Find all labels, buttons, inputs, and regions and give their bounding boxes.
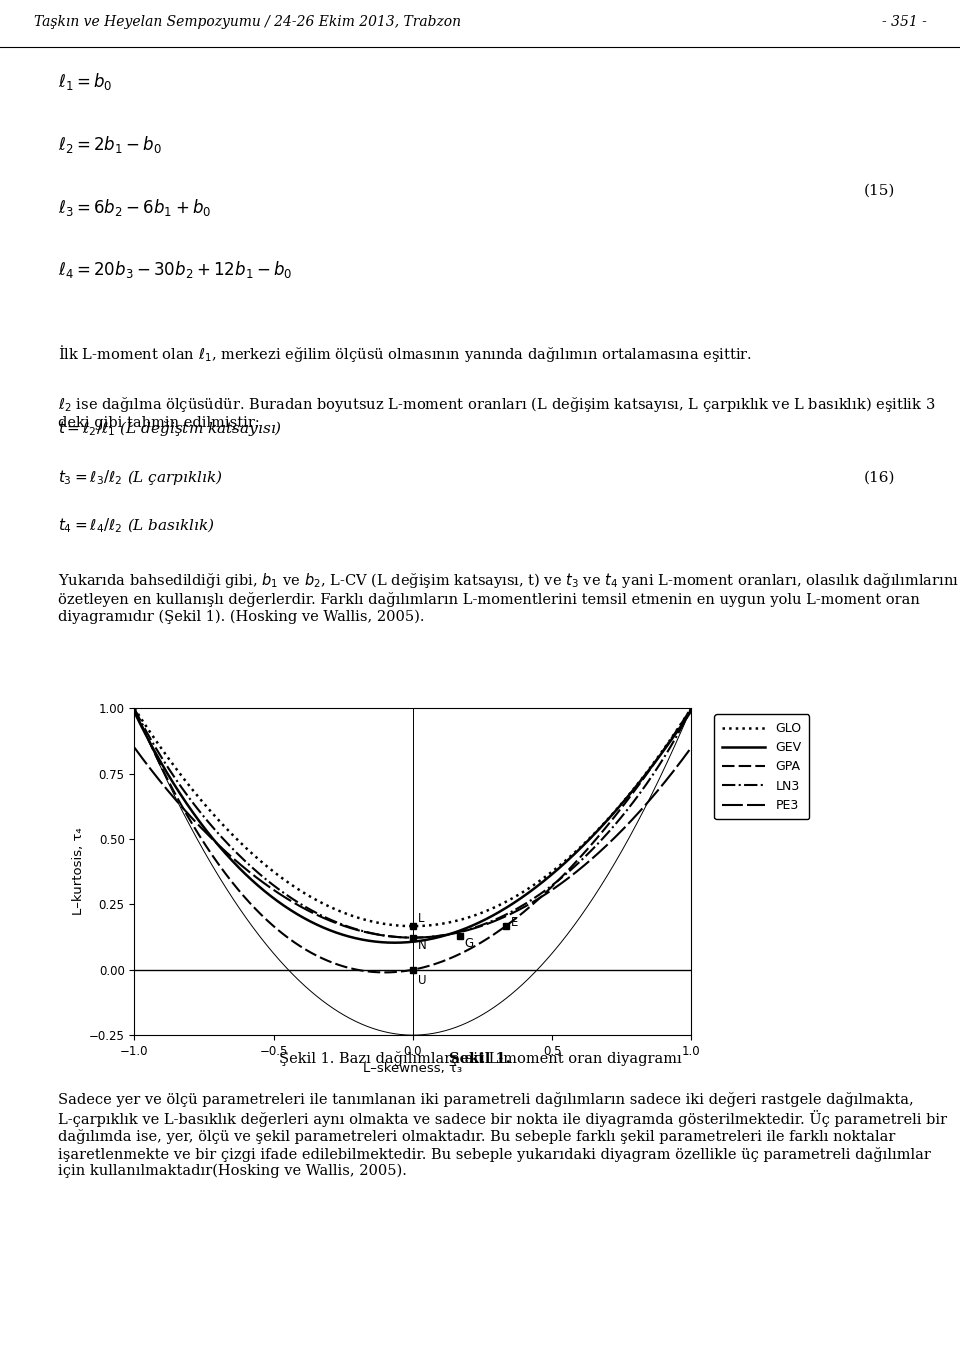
GEV [685,703,697,719]
PE3 [501,907,513,923]
Text: (15): (15) [864,184,896,197]
Text: Şekil 1. Bazı dağılımlara ait L-moment oran diyagramı: Şekil 1. Bazı dağılımlara ait L-moment o… [278,1051,682,1066]
GPA [381,964,393,981]
LN3 [272,880,283,896]
Text: Şekil 1.: Şekil 1. [449,1051,511,1066]
LN3 [407,929,419,945]
LN3 [685,700,697,716]
Line: GPA: GPA [134,708,691,972]
Y-axis label: L–kurtosis, τ₄: L–kurtosis, τ₄ [72,828,84,915]
GLO [380,917,392,933]
GLO [407,918,419,934]
PE3 [407,929,419,945]
Line: GLO: GLO [134,708,691,926]
LN3 [549,876,561,892]
GPA [378,964,390,981]
PE3 [228,850,239,866]
GEV [389,934,400,951]
Text: - 351 -: - 351 - [881,15,926,30]
Line: GEV: GEV [134,711,691,943]
PE3 [380,928,392,944]
PE3 [272,884,283,900]
PE3 [129,740,140,756]
GPA [685,700,697,716]
GEV [380,934,392,951]
GLO [501,893,513,910]
Text: $\ell_2 = 2b_1 - b_0$: $\ell_2 = 2b_1 - b_0$ [58,133,161,155]
Text: $\ell_1 = b_0$: $\ell_1 = b_0$ [58,71,112,93]
Text: $\ell_4 = 20b_3 - 30b_2 + 12b_1 - b_0$: $\ell_4 = 20b_3 - 30b_2 + 12b_1 - b_0$ [58,259,292,281]
Text: Yukarıda bahsedildiği gibi, $b_1$ ve $b_2$, L-CV (L değişim katsayısı, t) ve $t_: Yukarıda bahsedildiği gibi, $b_1$ ve $b_… [58,571,959,624]
GLO [685,700,697,716]
GPA [272,921,283,937]
LN3 [501,906,513,922]
Text: Sadece yer ve ölçü parametreleri ile tanımlanan iki parametreli dağılımların sad: Sadece yer ve ölçü parametreleri ile tan… [58,1092,947,1178]
GEV [501,899,513,915]
Text: G: G [465,937,473,949]
GPA [129,700,140,716]
Text: $t_4 = \ell_4/\ell_2$ (L basıklık): $t_4 = \ell_4/\ell_2$ (L basıklık) [58,518,215,535]
GLO [272,866,283,883]
Text: L: L [419,913,425,925]
Text: Taşkın ve Heyelan Sempozyumu / 24-26 Ekim 2013, Trabzon: Taşkın ve Heyelan Sempozyumu / 24-26 Eki… [34,15,461,30]
LN3 [129,700,140,716]
GLO [458,911,469,928]
Text: N: N [419,938,427,952]
Line: LN3: LN3 [134,708,691,937]
Text: $t_3 = \ell_3/\ell_2$ (L çarpıklık): $t_3 = \ell_3/\ell_2$ (L çarpıklık) [58,467,223,486]
GPA [458,944,469,960]
GEV [458,921,469,937]
Text: E: E [511,917,518,929]
Text: (16): (16) [864,470,896,485]
GLO [129,700,140,716]
Text: $\ell_3 = 6b_2 - 6b_1 + b_0$: $\ell_3 = 6b_2 - 6b_1 + b_0$ [58,196,211,218]
LN3 [380,928,392,944]
X-axis label: L–skewness, τ₃: L–skewness, τ₃ [363,1062,463,1075]
GEV [228,854,239,870]
Text: İlk L-moment olan $\ell_1$, merkezi eğilim ölçüsü olmasının yanında dağılımın or: İlk L-moment olan $\ell_1$, merkezi eğil… [58,343,752,364]
Legend: GLO, GEV, GPA, LN3, PE3: GLO, GEV, GPA, LN3, PE3 [714,715,809,820]
Text: $\ell_2$ ise dağılma ölçüsüdür. Buradan boyutsuz L-moment oranları (L değişim ka: $\ell_2$ ise dağılma ölçüsüdür. Buradan … [58,395,935,430]
Text: $t = \ell_2/\ell_1$ (L değiştm katsayısı): $t = \ell_2/\ell_1$ (L değiştm katsayısı… [58,418,282,437]
PE3 [549,880,561,896]
GPA [549,876,561,892]
LN3 [458,922,469,938]
GLO [228,827,239,843]
LN3 [228,840,239,857]
GEV [272,893,283,910]
GLO [549,862,561,878]
PE3 [685,740,697,756]
Text: U: U [419,974,427,986]
GPA [501,917,513,933]
GEV [129,704,140,720]
PE3 [458,923,469,940]
GPA [228,874,239,891]
Line: PE3: PE3 [134,748,691,937]
GEV [549,864,561,880]
